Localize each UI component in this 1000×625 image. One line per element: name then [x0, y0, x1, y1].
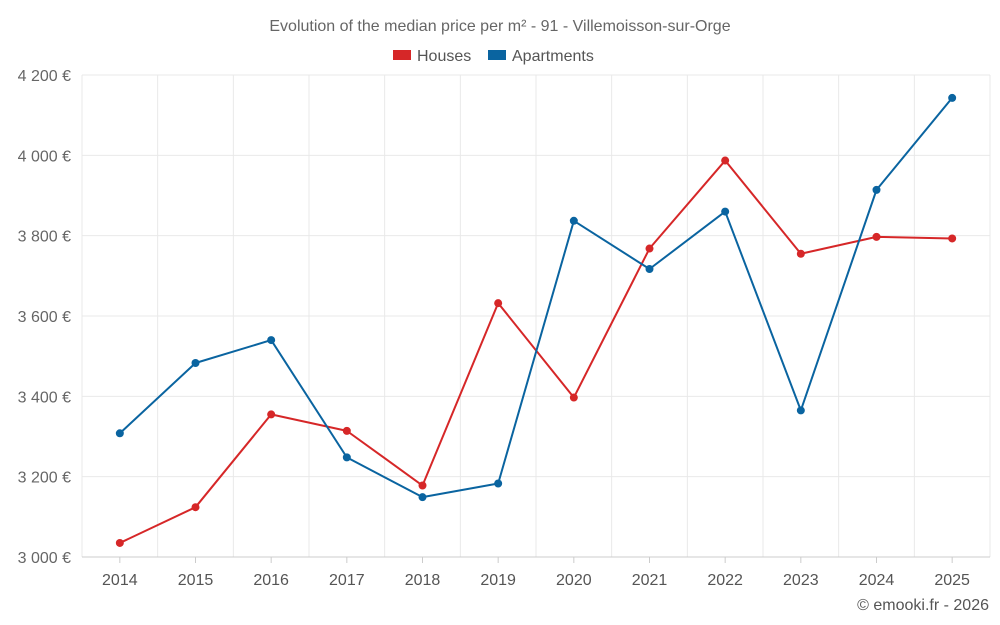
data-point-houses[interactable] [418, 481, 427, 490]
x-axis: 2014 2015 2016 2017 2018 2019 2020 2021 2022 2023… [82, 556, 990, 589]
y-tick-label: 4 000 € [18, 148, 71, 165]
x-tick-label: 2014 [102, 572, 138, 589]
data-point-houses[interactable] [267, 410, 276, 419]
series-layer [115, 93, 957, 547]
data-point-houses[interactable] [645, 244, 654, 253]
legend: Houses Apartments [393, 48, 594, 65]
data-point-houses[interactable] [115, 538, 124, 547]
x-tick-label: 2024 [859, 572, 895, 589]
x-tick-label: 2023 [783, 572, 819, 589]
grid [81, 74, 991, 558]
data-point-apartments[interactable] [418, 493, 427, 502]
x-tick-label: 2025 [934, 572, 970, 589]
legend-swatch [488, 50, 506, 60]
y-tick-label: 3 000 € [18, 550, 71, 567]
x-tick-label: 2022 [707, 572, 743, 589]
data-point-apartments[interactable] [569, 216, 578, 225]
x-tick-label: 2016 [253, 572, 289, 589]
x-tick-label: 2015 [178, 572, 214, 589]
data-point-apartments[interactable] [796, 406, 805, 415]
data-point-apartments[interactable] [494, 479, 503, 488]
data-point-houses[interactable] [569, 393, 578, 402]
x-tick-label: 2021 [632, 572, 668, 589]
legend-item-apartments[interactable]: Apartments [488, 48, 594, 65]
data-point-apartments[interactable] [872, 185, 881, 194]
data-point-apartments[interactable] [191, 358, 200, 367]
data-point-apartments[interactable] [342, 453, 351, 462]
legend-label: Houses [417, 48, 471, 65]
data-point-houses[interactable] [191, 503, 200, 512]
x-tick-label: 2019 [480, 572, 516, 589]
chart-title: Evolution of the median price per m² - 9… [269, 18, 730, 35]
data-point-apartments[interactable] [721, 207, 730, 216]
data-point-houses[interactable] [494, 299, 503, 308]
data-point-apartments[interactable] [645, 265, 654, 274]
data-point-apartments[interactable] [267, 336, 276, 345]
data-point-houses[interactable] [948, 234, 957, 243]
y-tick-label: 4 200 € [18, 68, 71, 85]
x-tick-label: 2018 [405, 572, 441, 589]
legend-label: Apartments [512, 48, 594, 65]
data-point-houses[interactable] [796, 249, 805, 258]
series-apartments [115, 93, 957, 502]
data-point-apartments[interactable] [115, 429, 124, 438]
series-line-apartments [118, 96, 954, 499]
legend-swatch [393, 50, 411, 60]
y-tick-label: 3 200 € [18, 470, 71, 487]
data-point-houses[interactable] [872, 232, 881, 241]
y-tick-label: 3 800 € [18, 229, 71, 246]
y-tick-label: 3 600 € [18, 309, 71, 326]
credit-text: © emooki.fr - 2026 [857, 597, 989, 614]
y-axis: 3 000 € 3 200 € 3 400 € 3 600 € 3 800 € 4 000… [18, 68, 71, 567]
x-tick-label: 2017 [329, 572, 365, 589]
legend-item-houses[interactable]: Houses [393, 48, 471, 65]
y-tick-label: 3 400 € [18, 389, 71, 406]
data-point-houses[interactable] [721, 156, 730, 165]
data-point-houses[interactable] [342, 426, 351, 435]
x-tick-label: 2020 [556, 572, 592, 589]
data-point-apartments[interactable] [948, 93, 957, 102]
